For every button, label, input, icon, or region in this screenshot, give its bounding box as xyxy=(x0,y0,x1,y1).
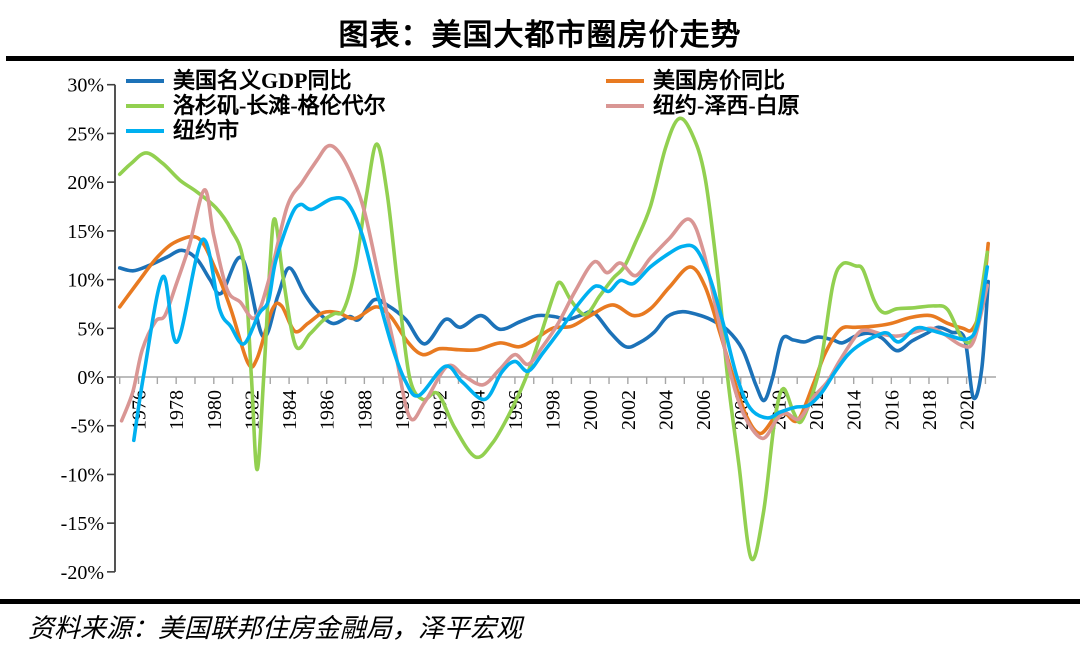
x-axis-year-label: 2002 xyxy=(618,390,640,430)
y-axis-label: -10% xyxy=(61,464,104,486)
legend-item-la_long_beach_glendale_yoy: 洛杉矶-长滩-格伦代尔 xyxy=(126,94,386,118)
y-axis-label: 20% xyxy=(67,172,104,194)
legend-item-us_nominal_gdp_yoy: 美国名义GDP同比 xyxy=(126,69,351,93)
y-axis-label: 10% xyxy=(67,270,104,292)
legend-label: 美国名义GDP同比 xyxy=(173,68,352,93)
title-divider-rule xyxy=(6,56,1074,61)
legend-label: 纽约市 xyxy=(173,118,240,143)
legend-swatch-la_long_beach_glendale_yoy xyxy=(126,104,164,108)
page-title: 图表：美国大都市圈房价走势 xyxy=(338,19,742,52)
y-axis-label: -15% xyxy=(61,513,104,535)
x-axis-year-label: 2020 xyxy=(957,390,979,430)
y-axis-label: -5% xyxy=(71,416,104,438)
y-axis-label: -20% xyxy=(61,562,104,584)
x-axis-year-label: 1990 xyxy=(392,390,414,430)
series-line-la_long_beach_glendale_yoy xyxy=(117,116,990,562)
legend-swatch-us_nominal_gdp_yoy xyxy=(126,79,164,83)
series-line-us_nominal_gdp_yoy xyxy=(117,248,990,403)
x-axis-year-label: 1988 xyxy=(354,390,376,430)
x-axis-year-label: 1986 xyxy=(317,390,339,430)
legend-item-new_york_city_yoy: 纽约市 xyxy=(126,119,239,143)
legend-swatch-new_york_city_yoy xyxy=(126,129,164,133)
legend-label: 美国房价同比 xyxy=(653,68,786,93)
y-axis-label: 25% xyxy=(67,123,104,145)
source-note: 资料来源：美国联邦住房金融局，泽平宏观 xyxy=(28,614,523,643)
x-axis-year-label: 1980 xyxy=(204,390,226,430)
x-axis-year-label: 1978 xyxy=(166,390,188,430)
x-axis-year-label: 1984 xyxy=(279,390,301,430)
x-axis-year-label: 1992 xyxy=(430,390,452,430)
legend-swatch-ny_jersey_white_plains_yoy xyxy=(606,104,644,108)
series-line-new_york_city_yoy xyxy=(132,196,990,443)
y-axis-label: 30% xyxy=(67,75,104,97)
x-axis-year-label: 2006 xyxy=(693,390,715,430)
legend-label: 纽约-泽西-白原 xyxy=(653,93,800,118)
x-axis-year-label: 2018 xyxy=(919,390,941,430)
x-axis-year-label: 1998 xyxy=(543,390,565,430)
source-divider-rule xyxy=(0,599,1080,604)
x-axis-year-label: 2016 xyxy=(881,390,903,430)
y-axis-label: 5% xyxy=(77,318,104,340)
series-line-us_house_price_yoy xyxy=(117,234,990,436)
legend-swatch-us_house_price_yoy xyxy=(606,79,644,83)
x-axis-year-label: 2004 xyxy=(655,390,677,430)
x-axis-year-label: 1996 xyxy=(505,390,527,430)
series-line-ny_jersey_white_plains_yoy xyxy=(119,143,990,441)
y-axis-label: 0% xyxy=(77,367,104,389)
x-axis-year-label: 2014 xyxy=(844,390,866,430)
legend-label: 洛杉矶-长滩-格伦代尔 xyxy=(173,93,386,118)
legend-item-ny_jersey_white_plains_yoy: 纽约-泽西-白原 xyxy=(606,94,800,118)
x-axis-year-label: 2000 xyxy=(580,390,602,430)
legend-item-us_house_price_yoy: 美国房价同比 xyxy=(606,69,785,93)
y-axis-label: 15% xyxy=(67,221,104,243)
